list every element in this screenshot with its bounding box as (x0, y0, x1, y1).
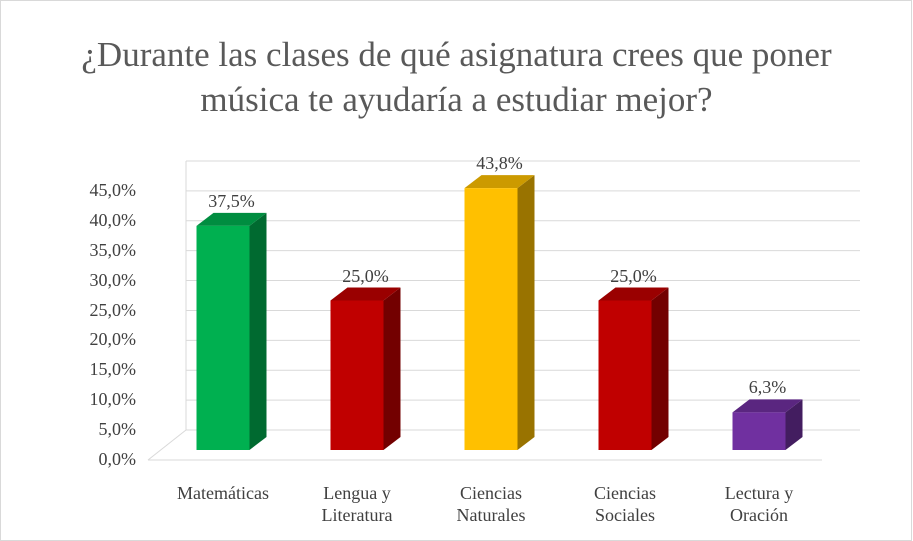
bar-front (598, 300, 652, 450)
bar (330, 287, 401, 450)
y-tick-label: 30,0% (89, 269, 137, 290)
bar-front (732, 412, 786, 450)
bar-top (464, 175, 535, 189)
data-label: 25,0% (342, 265, 389, 286)
bar-side (383, 287, 401, 450)
data-label: 37,5% (208, 190, 255, 211)
bar (598, 287, 669, 450)
data-label: 25,0% (610, 265, 657, 286)
x-tick-label: Ciencias Naturales (456, 483, 526, 525)
bar-top (196, 212, 267, 226)
bar-top (330, 287, 401, 301)
x-tick-label: Matemáticas (177, 483, 269, 503)
bar (196, 212, 267, 450)
y-tick-label: 20,0% (89, 329, 137, 350)
x-tick-label: Lengua y Literatura (321, 483, 393, 525)
chart-title: ¿Durante las clases de qué asignatura cr… (81, 35, 832, 119)
y-tick-label: 10,0% (89, 389, 137, 410)
x-tick-label: Lectura y Oración (724, 483, 794, 525)
bar-side (517, 175, 535, 450)
y-tick-label: 5,0% (98, 419, 137, 440)
bar-side (651, 287, 669, 450)
bar-side (249, 212, 267, 450)
bar-top (732, 399, 803, 413)
y-tick-label: 35,0% (89, 239, 137, 260)
wall-edge (147, 429, 187, 461)
bar-top (598, 287, 669, 301)
bar-front (330, 300, 384, 450)
bar-front (464, 188, 518, 450)
y-tick-label: 45,0% (89, 180, 137, 200)
y-tick-label: 15,0% (89, 359, 137, 380)
y-tick-label: 25,0% (89, 299, 137, 320)
bar (732, 399, 803, 450)
data-label: 43,8% (476, 153, 523, 174)
y-tick-label: 40,0% (89, 209, 137, 230)
x-tick-label: Ciencias Sociales (594, 483, 656, 525)
bar-side (785, 399, 803, 450)
bar-front (196, 225, 250, 450)
y-tick-label: 0,0% (98, 449, 137, 469)
bar (464, 175, 535, 450)
data-label: 6,3% (748, 377, 787, 398)
